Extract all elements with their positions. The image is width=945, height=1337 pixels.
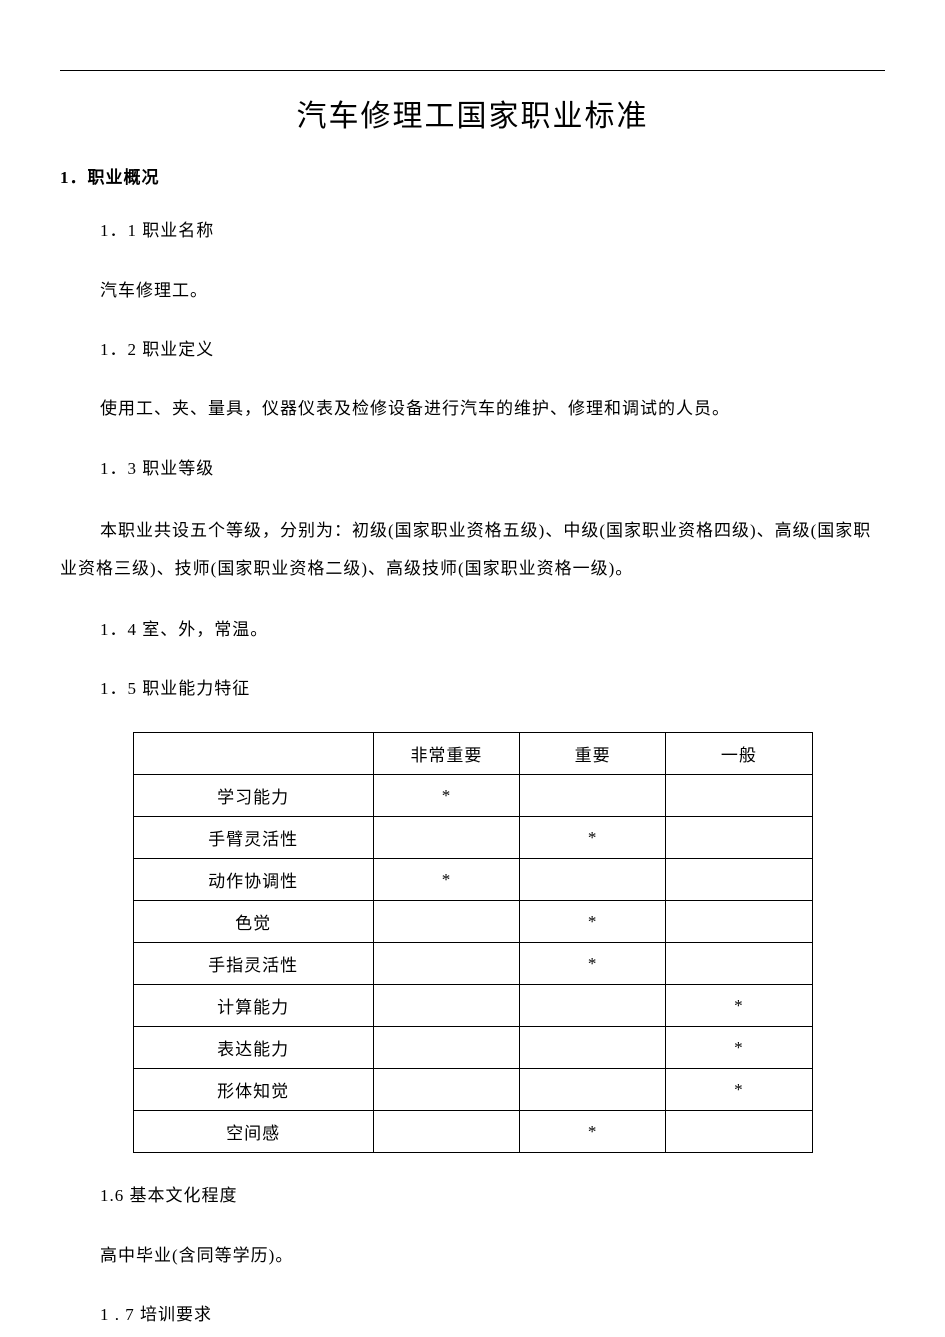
table-row: 计算能力 * (133, 985, 812, 1027)
page-title: 汽车修理工国家职业标准 (60, 91, 885, 135)
table-cell-important (520, 1027, 666, 1069)
table-cell-general: * (666, 985, 812, 1027)
subsection-1-4-label: 1．4 室、外，常温。 (100, 615, 885, 646)
subsection-1-5-label: 1．5 职业能力特征 (100, 674, 885, 705)
subsection-1-1-text: 汽车修理工。 (100, 275, 885, 307)
table-cell-very-important (373, 901, 519, 943)
table-row: 动作协调性* (133, 859, 812, 901)
subsection-1-1-label: 1．1 职业名称 (100, 216, 885, 247)
table-cell-general: * (666, 1069, 812, 1111)
table-header-general: 一般 (666, 733, 812, 775)
subsection-1-6-text: 高中毕业(含同等学历)。 (100, 1240, 885, 1272)
table-cell-label: 形体知觉 (133, 1069, 373, 1111)
table-cell-very-important (373, 943, 519, 985)
table-row: 手指灵活性 * (133, 943, 812, 985)
table-cell-very-important: * (373, 859, 519, 901)
subsection-1-3-label: 1．3 职业等级 (100, 454, 885, 485)
table-cell-very-important (373, 1111, 519, 1153)
table-cell-very-important (373, 1027, 519, 1069)
table-row: 手臂灵活性 * (133, 817, 812, 859)
table-cell-very-important (373, 817, 519, 859)
table-cell-label: 表达能力 (133, 1027, 373, 1069)
table-cell-general (666, 943, 812, 985)
table-cell-label: 手臂灵活性 (133, 817, 373, 859)
table-cell-very-important (373, 1069, 519, 1111)
ability-table: 非常重要 重要 一般 学习能力*手臂灵活性*动作协调性*色觉*手指灵活性*计算能… (133, 732, 813, 1153)
table-cell-label: 色觉 (133, 901, 373, 943)
table-row: 表达能力 * (133, 1027, 812, 1069)
table-row: 学习能力* (133, 775, 812, 817)
top-rule (60, 70, 885, 71)
subsection-1-6-label: 1.6 基本文化程度 (100, 1181, 885, 1212)
table-cell-important: * (520, 1111, 666, 1153)
table-cell-important (520, 859, 666, 901)
table-row: 色觉 * (133, 901, 812, 943)
subsection-1-3-text: 本职业共设五个等级，分别为：初级(国家职业资格五级)、中级(国家职业资格四级)、… (60, 512, 885, 587)
subsection-1-7-label: 1 . 7 培训要求 (100, 1300, 885, 1331)
table-cell-label: 计算能力 (133, 985, 373, 1027)
table-cell-general (666, 775, 812, 817)
table-cell-very-important: * (373, 775, 519, 817)
table-header-very-important: 非常重要 (373, 733, 519, 775)
table-cell-label: 空间感 (133, 1111, 373, 1153)
table-cell-very-important (373, 985, 519, 1027)
table-cell-important: * (520, 901, 666, 943)
table-cell-label: 动作协调性 (133, 859, 373, 901)
table-cell-general (666, 859, 812, 901)
table-cell-important: * (520, 943, 666, 985)
table-cell-general (666, 1111, 812, 1153)
table-header-important: 重要 (520, 733, 666, 775)
subsection-1-2-label: 1．2 职业定义 (100, 335, 885, 366)
table-cell-label: 手指灵活性 (133, 943, 373, 985)
table-cell-label: 学习能力 (133, 775, 373, 817)
table-cell-important (520, 1069, 666, 1111)
table-cell-important (520, 985, 666, 1027)
table-cell-general: * (666, 1027, 812, 1069)
table-cell-important (520, 775, 666, 817)
section-1-heading: 1．职业概况 (60, 163, 885, 188)
table-header-row: 非常重要 重要 一般 (133, 733, 812, 775)
table-cell-important: * (520, 817, 666, 859)
table-row: 形体知觉 * (133, 1069, 812, 1111)
table-row: 空间感 * (133, 1111, 812, 1153)
table-header-blank (133, 733, 373, 775)
table-cell-general (666, 901, 812, 943)
subsection-1-2-text: 使用工、夹、量具，仪器仪表及检修设备进行汽车的维护、修理和调试的人员。 (100, 393, 885, 425)
table-cell-general (666, 817, 812, 859)
ability-table-body: 学习能力*手臂灵活性*动作协调性*色觉*手指灵活性*计算能力*表达能力*形体知觉… (133, 775, 812, 1153)
